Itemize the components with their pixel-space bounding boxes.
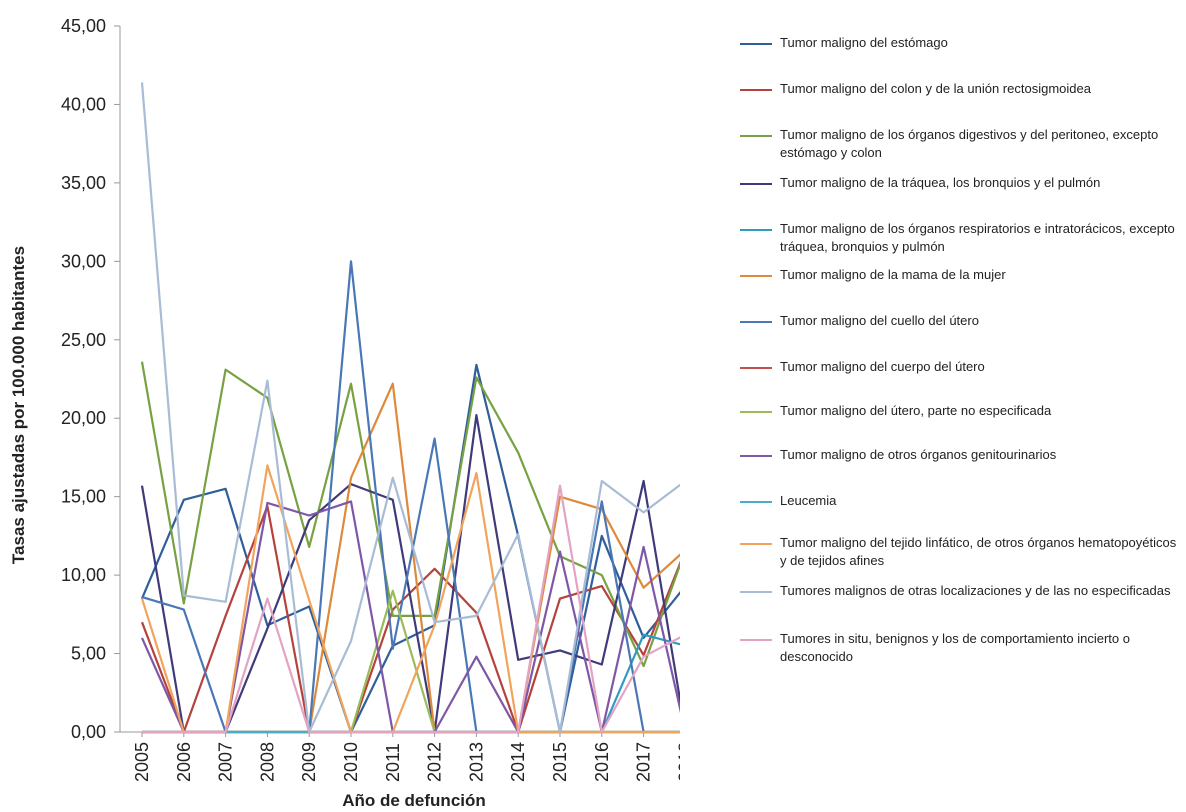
x-tick-label: 2018 <box>675 742 680 782</box>
line-chart: 0,00 5,00 10,00 15,00 20,00 25,00 30,00 35,00 40… <box>9 16 680 810</box>
series-line-4 <box>140 414 680 734</box>
legend-label: Tumor maligno de los órganos respiratori… <box>780 221 1175 254</box>
y-tick-label: 0,00 <box>71 722 106 742</box>
x-tick-label: 2015 <box>550 742 570 782</box>
legend-swatch <box>740 411 772 413</box>
y-tick-label: 25,00 <box>61 330 106 350</box>
legend-swatch <box>740 543 772 545</box>
y-tick-label: 15,00 <box>61 487 106 507</box>
legend-label: Tumor maligno del cuerpo del útero <box>780 359 985 374</box>
legend-swatch <box>740 367 772 369</box>
legend-label: Tumor maligno de otros órganos genitouri… <box>780 447 1057 462</box>
y-tick-label: 40,00 <box>61 94 106 114</box>
x-tick-label: 2008 <box>257 742 277 782</box>
x-tick-label: 2005 <box>132 742 152 782</box>
legend-label: Tumor maligno del cuello del útero <box>780 313 979 328</box>
x-axis-title: Año de defunción <box>342 791 486 810</box>
legend-swatch <box>740 639 772 641</box>
y-tick-label: 35,00 <box>61 173 106 193</box>
legend-swatch <box>740 183 772 185</box>
x-tick-label: 2012 <box>425 742 445 782</box>
legend-label: Leucemia <box>780 493 837 508</box>
y-axis: 0,00 5,00 10,00 15,00 20,00 25,00 30,00 35,00 40… <box>61 16 121 742</box>
x-tick-label: 2017 <box>634 742 654 782</box>
x-tick-label: 2007 <box>216 742 236 782</box>
series-line-12 <box>140 464 680 734</box>
series-line-14 <box>142 484 680 734</box>
x-tick-label: 2010 <box>341 742 361 782</box>
y-axis-title: Tasas ajustadas por 100.000 habitantes <box>9 246 28 564</box>
legend-swatch <box>740 43 772 45</box>
y-tick-label: 20,00 <box>61 408 106 428</box>
legend-label: Tumor maligno de la mama de la mujer <box>780 267 1006 282</box>
series-line-1 <box>140 363 680 734</box>
legend-label: Tumor maligno del tejido linfático, de o… <box>780 535 1177 568</box>
y-tick-label: 45,00 <box>61 16 106 36</box>
x-tick-label: 2006 <box>174 742 194 782</box>
legend-label: Tumor maligno del estómago <box>780 35 948 50</box>
legend-label: Tumor maligno del útero, parte no especi… <box>780 403 1052 418</box>
legend-label: Tumor maligno de los órganos digestivos … <box>780 127 1159 160</box>
y-tick-label: 10,00 <box>61 565 106 585</box>
legend-swatch <box>740 229 772 231</box>
y-tick-label: 30,00 <box>61 251 106 271</box>
legend-swatch <box>740 321 772 323</box>
legend-swatch <box>740 89 772 91</box>
legend-label: Tumores in situ, benignos y los de compo… <box>780 631 1130 664</box>
x-tick-label: 2016 <box>592 742 612 782</box>
legend-swatch <box>740 275 772 277</box>
x-tick-label: 2011 <box>383 743 403 782</box>
x-axis: 2005 2006 2007 2008 2009 2010 2011 2012 2013 2014… <box>120 731 680 782</box>
x-tick-label: 2009 <box>299 742 319 782</box>
series-line-13 <box>140 82 680 734</box>
x-tick-label: 2014 <box>508 742 528 782</box>
legend-label: Tumores malignos de otras localizaciones… <box>780 583 1171 598</box>
legend-swatch <box>740 135 772 137</box>
legend-swatch <box>740 501 772 503</box>
series-lines <box>140 82 680 734</box>
legend-swatch <box>740 455 772 457</box>
series-line-2 <box>140 505 680 734</box>
legend-swatch <box>740 591 772 593</box>
y-tick-label: 5,00 <box>71 644 106 664</box>
x-tick-label: 2013 <box>466 742 486 782</box>
legend-label: Tumor maligno de la tráquea, los bronqui… <box>780 175 1101 190</box>
legend-label: Tumor maligno del colon y de la unión re… <box>780 81 1091 96</box>
